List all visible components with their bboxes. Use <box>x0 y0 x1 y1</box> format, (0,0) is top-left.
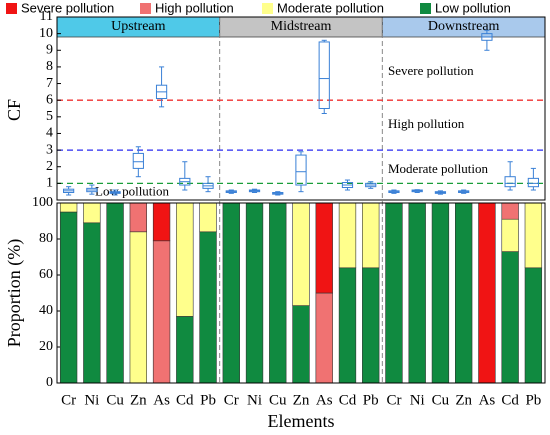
x-tick-label: Cd <box>176 392 194 408</box>
bar-segment <box>199 231 217 384</box>
bar-segment <box>129 202 147 233</box>
x-tick-label: Cr <box>61 392 76 408</box>
box <box>504 176 516 188</box>
x-tick-label: Cu <box>106 392 124 408</box>
x-tick-label: As <box>316 392 333 408</box>
legend-swatch <box>420 3 431 14</box>
region-label: Downstream <box>428 19 500 34</box>
x-tick-label: Pb <box>200 392 216 408</box>
x-tick-label: Cu <box>432 392 450 408</box>
x-tick-label: Cr <box>386 392 401 408</box>
legend-label: Low pollution <box>435 0 511 15</box>
legend-label: Moderate pollution <box>277 0 384 15</box>
x-tick-label: As <box>479 392 496 408</box>
bar-segment <box>269 202 287 384</box>
bar-segment <box>455 202 473 384</box>
y-tick-label: 40 <box>39 303 53 318</box>
y-tick-label: 100 <box>32 195 53 210</box>
x-tick-label: Ni <box>410 392 425 408</box>
y-tick-label: 0 <box>46 375 53 390</box>
bar-segment <box>152 202 171 242</box>
legend-swatch <box>6 3 17 14</box>
bar-segment <box>315 202 333 294</box>
y-tick-label: 10 <box>39 26 53 41</box>
bar-segment <box>292 202 310 306</box>
y-tick-label: 1 <box>46 176 53 191</box>
bar-segment <box>478 202 496 384</box>
x-tick-label: Ni <box>247 392 262 408</box>
y-tick-label: 6 <box>46 92 53 107</box>
y-tick-label: 60 <box>39 267 53 282</box>
bar-segment <box>59 202 78 213</box>
bar-segment <box>199 202 217 233</box>
bar-segment <box>83 222 101 384</box>
legend-swatch <box>140 3 151 14</box>
annotation: High pollution <box>388 116 465 131</box>
x-tick-label: Cu <box>269 392 287 408</box>
box <box>132 152 144 169</box>
bar-segment <box>524 267 543 384</box>
legend-label: High pollution <box>155 0 234 15</box>
bar-segment <box>501 202 519 220</box>
x-axis-title: Elements <box>268 411 335 431</box>
bar-segment <box>83 202 101 224</box>
bar-segment <box>315 292 333 384</box>
annotation: Severe pollution <box>388 63 474 78</box>
plot-frame <box>56 202 546 384</box>
bar-segment <box>524 202 543 269</box>
y-tick-label: 9 <box>46 42 53 57</box>
y-tick-label: 20 <box>39 339 53 354</box>
y-axis-title: Proportion (%) <box>4 239 25 347</box>
x-tick-label: Zn <box>130 392 147 408</box>
y-tick-label: 5 <box>46 109 53 124</box>
x-tick-label: As <box>153 392 170 408</box>
bar-segment <box>501 251 519 384</box>
x-tick-label: Pb <box>363 392 379 408</box>
bar-segment <box>338 267 357 384</box>
bar-segment <box>152 240 171 384</box>
bar-segment <box>408 202 426 384</box>
bar-segment <box>176 202 194 317</box>
bar-segment <box>129 231 147 384</box>
bar-segment <box>106 202 124 384</box>
x-tick-label: Cr <box>224 392 239 408</box>
bar-segment <box>222 202 240 384</box>
y-tick-label: 7 <box>46 76 53 91</box>
y-tick-label: 4 <box>46 126 53 141</box>
region-label: Midstream <box>271 19 332 34</box>
box <box>527 177 539 188</box>
x-tick-label: Zn <box>455 392 472 408</box>
legend-swatch <box>262 3 273 14</box>
bar-segment <box>59 211 78 384</box>
y-tick-label: 3 <box>46 142 53 157</box>
box <box>318 41 330 109</box>
y-tick-label: 8 <box>46 59 53 74</box>
x-tick-label: Pb <box>525 392 541 408</box>
bar-segment <box>245 202 264 384</box>
box <box>295 154 307 186</box>
bar-segment <box>362 202 380 269</box>
x-tick-label: Cd <box>339 392 357 408</box>
annotation: Low pollution <box>95 183 170 198</box>
y-tick-label: 2 <box>46 159 53 174</box>
plot-frame <box>56 16 546 201</box>
annotation: Moderate pollution <box>388 161 489 176</box>
x-tick-label: Zn <box>293 392 310 408</box>
y-tick-label: 11 <box>40 9 53 24</box>
bar-segment <box>501 218 519 252</box>
bar-segment <box>176 316 194 384</box>
bar-segment <box>362 267 380 384</box>
legend-label: Severe pollution <box>21 0 114 15</box>
region-label: Upstream <box>111 19 166 34</box>
y-axis-title: CF <box>4 99 24 121</box>
bar-segment <box>385 202 403 384</box>
y-tick-label: 80 <box>39 231 53 246</box>
bar-segment <box>431 202 450 384</box>
x-tick-label: Cd <box>501 392 519 408</box>
bar-segment <box>292 305 310 384</box>
bar-segment <box>338 202 357 269</box>
x-tick-label: Ni <box>84 392 99 408</box>
